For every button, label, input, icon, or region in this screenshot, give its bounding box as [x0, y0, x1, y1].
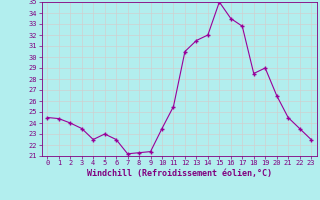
- X-axis label: Windchill (Refroidissement éolien,°C): Windchill (Refroidissement éolien,°C): [87, 169, 272, 178]
